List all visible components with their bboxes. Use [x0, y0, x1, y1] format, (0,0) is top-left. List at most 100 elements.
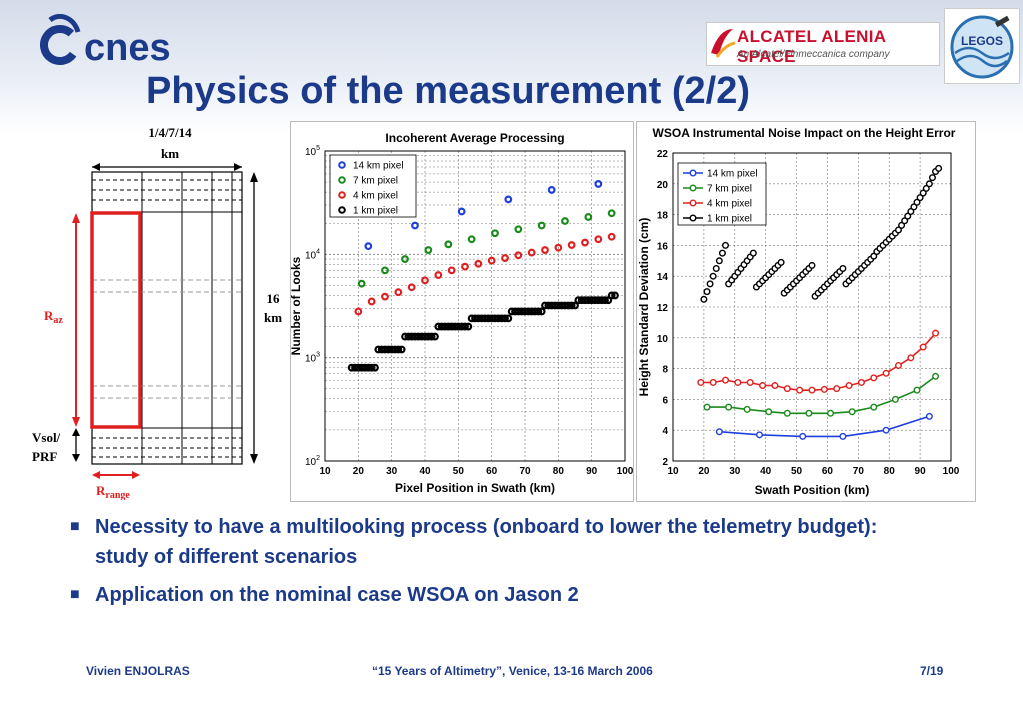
looks-data-point: [434, 271, 443, 279]
looks-data-point: [504, 195, 513, 204]
looks-legend-label: 1 km pixel: [353, 206, 398, 217]
alcatel-alenia-space-logo: ALCATEL ALENIA SPACE An Alcatel/Finmecca…: [706, 22, 940, 66]
looks-data-point: [567, 301, 576, 310]
looks-chart-xtick: 40: [419, 466, 431, 477]
looks-data-point: [467, 235, 476, 244]
height-error-ytick: 10: [657, 334, 669, 345]
looks-data-point: [394, 288, 403, 297]
pixel-grid: [91, 171, 243, 465]
looks-data-point: [594, 180, 603, 188]
height-error-ytick: 14: [657, 272, 669, 283]
looks-chart-plot-area: [324, 150, 626, 462]
height-error-data-point: [901, 217, 909, 225]
looks-chart-ytick: 103: [305, 352, 320, 365]
looks-data-point: [371, 363, 379, 372]
height-error-data-point: [722, 241, 730, 249]
height-error-series-line: [719, 415, 930, 438]
looks-data-point: [567, 241, 576, 249]
looks-legend-label: 14 km pixel: [353, 161, 404, 172]
bullet-marker: ■: [70, 518, 80, 535]
looks-data-point: [381, 292, 389, 301]
looks-data-point: [537, 307, 546, 316]
height-error-data-point: [857, 378, 865, 386]
height-error-data-point: [808, 261, 816, 269]
height-error-legend-label: 4 km pixel: [707, 199, 752, 210]
looks-chart-title: Incoherent Average Processing: [385, 131, 564, 145]
looks-chart-xlabel: Pixel Position in Swath (km): [395, 481, 555, 495]
bullet-text: Necessity to have a multilooking process…: [95, 516, 878, 568]
height-error-legend-marker: [689, 214, 697, 222]
height-error-chart-title: WSOA Instrumental Noise Impact on the He…: [653, 126, 956, 140]
height-error-data-point: [765, 408, 773, 416]
height-error-xtick: 80: [884, 466, 896, 477]
legos-text: LEGOS: [961, 34, 1003, 48]
height-error-series-1-km-pixel: [700, 164, 943, 303]
looks-data-point: [397, 345, 406, 354]
height-error-data-point: [845, 382, 853, 390]
height-error-data-point: [913, 198, 921, 206]
looks-series-4-km-pixel: [354, 232, 616, 316]
vsol-prf-arrow: [72, 428, 80, 462]
looks-data-point: [424, 246, 433, 254]
alcatel-swoosh-icon: [711, 29, 736, 58]
looks-data-point: [501, 314, 509, 323]
looks-chart-xtick: 100: [617, 466, 634, 477]
height-error-series-14-km-pixel: [715, 412, 933, 440]
looks-data-point: [537, 221, 546, 230]
height-error-chart-xlabel: Swath Position (km): [755, 483, 870, 497]
height-error-data-point: [725, 403, 733, 411]
height-error-data-point: [922, 184, 930, 192]
cnes-logo-text: cnes: [84, 27, 171, 68]
height-error-data-point: [715, 257, 723, 265]
height-error-data-point: [882, 426, 890, 434]
height-error-data-point: [910, 203, 918, 211]
height-error-data-point: [722, 376, 730, 384]
looks-data-point: [527, 248, 536, 257]
looks-data-point: [444, 240, 453, 249]
height-error-ytick: 12: [657, 303, 669, 314]
bullet-text: Application on the nominal case WSOA on …: [95, 584, 579, 606]
height-error-data-point: [839, 264, 847, 272]
height-error-ytick: 22: [657, 149, 669, 160]
looks-data-point: [501, 254, 509, 262]
height-error-ytick: 6: [662, 395, 668, 406]
height-error-xtick: 70: [853, 466, 865, 477]
looks-chart: Incoherent Average Processing 10 20 30 40 50…: [290, 121, 634, 502]
height-error-data-point: [771, 382, 779, 390]
height-error-data-point: [796, 386, 804, 394]
footer-author: Vivien ENJOLRAS: [86, 664, 190, 678]
looks-chart-legend: 14 km pixel 7 km pixel 4 km pixel 1 km pixe…: [329, 154, 417, 218]
height-error-data-point: [870, 374, 878, 382]
height-error-data-point: [925, 412, 933, 420]
bullet-marker: ■: [70, 586, 80, 603]
height-error-data-point: [808, 386, 816, 394]
looks-data-point: [581, 238, 589, 247]
height-error-data-point: [894, 226, 902, 234]
footer-event: “15 Years of Altimetry”, Venice, 13-16 M…: [372, 664, 653, 678]
looks-data-point: [541, 246, 549, 254]
looks-series-1-km-pixel: [347, 291, 619, 372]
height-error-data-point: [755, 431, 763, 439]
height-error-chart-plot-area: [672, 152, 952, 462]
height-error-data-point: [709, 378, 717, 386]
height-error-xtick: 60: [822, 466, 834, 477]
height-error-series-7-km-pixel: [703, 372, 940, 417]
looks-data-point: [547, 186, 556, 194]
height-error-data-point: [925, 180, 933, 188]
height-error-data-point: [718, 249, 726, 257]
looks-data-point: [431, 332, 439, 341]
looks-chart-ytick: 105: [305, 145, 320, 158]
footer-page-number: 7/19: [920, 664, 944, 678]
partner-tagline: An Alcatel/Finmeccanica company: [737, 49, 890, 60]
looks-data-point: [554, 243, 563, 252]
looks-legend-marker: [338, 206, 346, 214]
cnes-logo: cnes: [40, 14, 171, 68]
height-error-data-point: [907, 354, 915, 362]
height-error-data-point: [746, 378, 754, 386]
height-error-chart-ylabel: Height Standard Deviation (cm): [637, 218, 651, 397]
height-error-data-point: [870, 403, 878, 411]
height-error-data-point: [870, 252, 878, 260]
height-error-data-point: [783, 385, 791, 393]
looks-data-point: [447, 266, 456, 275]
height-error-data-point: [706, 280, 714, 288]
